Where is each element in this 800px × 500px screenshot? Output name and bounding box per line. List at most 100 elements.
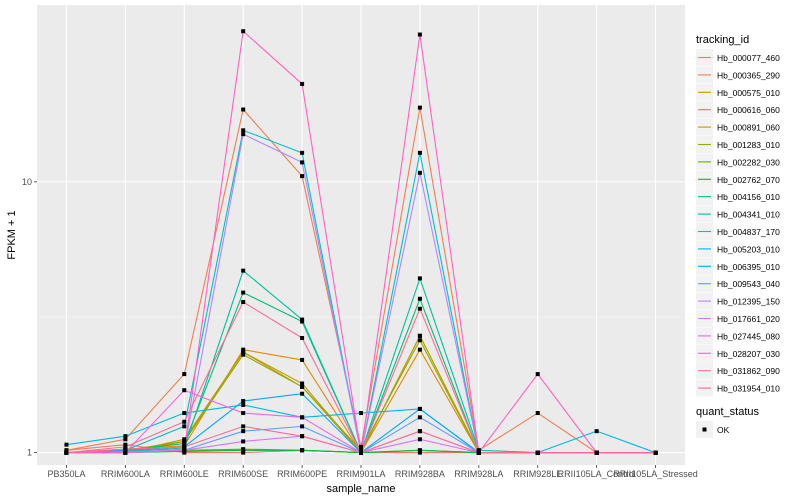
- data-point: [64, 448, 69, 453]
- x-axis-title: sample_name: [326, 483, 395, 495]
- data-point: [64, 442, 69, 447]
- x-tick-label: RRIM600PE: [277, 469, 327, 479]
- data-point: [476, 450, 481, 455]
- x-tick-label: RRIM600SE: [218, 469, 268, 479]
- data-point: [300, 415, 305, 420]
- data-point: [300, 160, 305, 165]
- data-point: [241, 107, 246, 112]
- data-point: [417, 347, 422, 352]
- legend-label: Hb_004341_010: [717, 210, 780, 220]
- x-tick-label: RRIM600LE: [160, 469, 209, 479]
- legend-label: Hb_005203_010: [717, 244, 780, 254]
- data-point: [417, 429, 422, 434]
- data-point: [300, 381, 305, 386]
- legend-label: Hb_004156_010: [717, 192, 780, 202]
- data-point: [300, 391, 305, 396]
- data-point: [300, 448, 305, 453]
- legend-label: Hb_000891_060: [717, 123, 780, 133]
- data-point: [476, 448, 481, 453]
- legend-shape-label: OK: [717, 425, 730, 435]
- data-point: [535, 411, 540, 416]
- data-point: [359, 448, 363, 453]
- x-tick-label: RRIM928LE: [513, 469, 562, 479]
- legend-color-title: tracking_id: [696, 34, 749, 46]
- data-point: [594, 429, 599, 434]
- data-point: [241, 132, 246, 137]
- data-point: [417, 450, 422, 455]
- legend-label: Hb_031954_010: [717, 384, 780, 394]
- data-point: [182, 437, 187, 442]
- data-point: [241, 350, 246, 355]
- data-point: [182, 388, 187, 393]
- data-point: [241, 29, 246, 34]
- data-point: [182, 444, 187, 449]
- data-point: [300, 174, 305, 179]
- x-tick-label: RRII105LA_Control: [558, 469, 636, 479]
- data-point: [182, 424, 187, 429]
- y-axis-title: FPKM + 1: [6, 210, 18, 259]
- data-point: [182, 411, 187, 416]
- data-point: [123, 442, 128, 447]
- legend-label: Hb_006395_010: [717, 262, 780, 272]
- data-point: [594, 450, 599, 455]
- data-point: [417, 150, 422, 155]
- legend-label: Hb_002762_070: [717, 175, 780, 185]
- data-point: [653, 450, 658, 455]
- x-axis: PB350LA RRIM600LA RRIM600LE RRIM600SE RRIM60…: [47, 465, 698, 479]
- data-point: [241, 399, 246, 404]
- y-tick-label: 10: [22, 177, 32, 187]
- data-point: [241, 352, 246, 357]
- data-point: [300, 81, 305, 86]
- legend-label: Hb_028207_030: [717, 349, 780, 359]
- data-point: [123, 434, 128, 439]
- data-point: [417, 415, 422, 420]
- data-point: [182, 439, 187, 444]
- x-tick-label: PB350LA: [47, 469, 85, 479]
- data-point: [241, 424, 246, 429]
- data-point: [241, 290, 246, 295]
- data-point: [241, 347, 246, 352]
- y-axis: 1 10: [22, 177, 37, 458]
- data-point: [535, 372, 540, 377]
- legend-label: Hb_000616_060: [717, 105, 780, 115]
- data-point: [359, 411, 363, 416]
- x-tick-label: RRIM600LA: [101, 469, 150, 479]
- data-point: [182, 441, 187, 446]
- legend-label: Hb_009543_040: [717, 279, 780, 289]
- data-point: [417, 333, 422, 338]
- data-point: [300, 434, 305, 439]
- legend-label: Hb_012395_150: [717, 297, 780, 307]
- data-point: [241, 450, 246, 455]
- data-point: [417, 406, 422, 411]
- legend-label: Hb_002282_030: [717, 157, 780, 167]
- data-point: [535, 450, 540, 455]
- data-point: [417, 296, 422, 301]
- data-point: [300, 317, 305, 322]
- data-point: [182, 419, 187, 424]
- data-point: [300, 357, 305, 362]
- legend-label: Hb_000365_290: [717, 70, 780, 80]
- data-point: [64, 450, 69, 455]
- data-point: [359, 450, 363, 455]
- data-point: [359, 444, 363, 449]
- legend-items: Hb_000077_460 Hb_000365_290 Hb_000575_010 H…: [696, 49, 780, 397]
- x-tick-label: RRIM928BA: [395, 469, 445, 479]
- legend-label: Hb_001283_010: [717, 140, 780, 150]
- data-point: [417, 276, 422, 281]
- x-tick-label: RRII105LA_Stressed: [613, 469, 698, 479]
- legend-label: Hb_027445_080: [717, 331, 780, 341]
- legend: tracking_id Hb_000077_460 Hb_000365_290 Hb…: [696, 34, 780, 438]
- legend-shape-marker: [702, 427, 707, 432]
- data-point: [123, 437, 128, 442]
- legend-label: Hb_000077_460: [717, 53, 780, 63]
- data-point: [241, 439, 246, 444]
- data-point: [241, 411, 246, 416]
- series-points: [64, 29, 658, 455]
- data-point: [182, 372, 187, 377]
- data-point: [300, 336, 305, 341]
- data-point: [417, 338, 422, 343]
- data-point: [241, 128, 246, 133]
- data-point: [241, 299, 246, 304]
- data-point: [417, 105, 422, 110]
- data-point: [241, 448, 246, 453]
